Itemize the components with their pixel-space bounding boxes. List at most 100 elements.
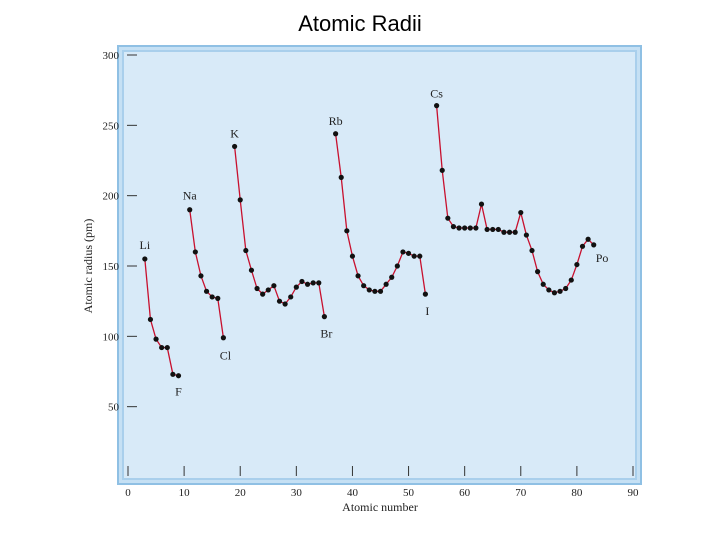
- annotation: K: [230, 126, 239, 140]
- data-point: [304, 281, 311, 287]
- x-axis-label: Atomic number: [342, 500, 418, 514]
- data-point: [366, 287, 372, 293]
- data-point: [288, 294, 294, 300]
- data-point: [563, 285, 569, 292]
- data-point: [417, 253, 423, 259]
- data-point: [585, 236, 591, 242]
- data-point: [389, 274, 395, 280]
- data-point: [495, 226, 501, 233]
- data-point: [535, 269, 541, 275]
- x-tick-label: 70: [515, 487, 527, 499]
- data-point: [237, 197, 243, 203]
- data-point: [405, 250, 412, 256]
- y-tick-label: 250: [103, 120, 120, 132]
- data-point: [209, 294, 215, 300]
- data-point: [220, 335, 226, 341]
- data-point: [456, 225, 462, 231]
- data-point: [271, 283, 277, 289]
- annotation: Br: [320, 327, 332, 341]
- data-point: [153, 336, 159, 342]
- data-point: [484, 226, 490, 233]
- data-point: [506, 229, 513, 235]
- data-point: [142, 256, 148, 262]
- data-point: [170, 371, 176, 377]
- annotation: Li: [139, 238, 150, 252]
- annotation: Cl: [220, 349, 232, 363]
- data-point: [439, 167, 445, 173]
- y-axis-label: Atomic radius (pm): [81, 219, 95, 314]
- data-point: [434, 103, 440, 109]
- data-point: [411, 253, 417, 259]
- data-point: [557, 288, 563, 294]
- data-point: [490, 226, 496, 233]
- data-point: [215, 295, 221, 301]
- x-tick-label: 30: [291, 487, 303, 499]
- y-tick-label: 100: [103, 331, 120, 343]
- data-point: [321, 314, 327, 320]
- data-point: [243, 247, 249, 254]
- data-point: [203, 288, 210, 294]
- x-tick-label: 0: [125, 487, 131, 499]
- x-tick-label: 50: [403, 487, 415, 499]
- x-tick-label: 40: [347, 487, 359, 499]
- data-point: [310, 280, 316, 286]
- data-point: [445, 215, 451, 221]
- data-point: [568, 277, 574, 283]
- data-point: [293, 284, 299, 290]
- data-point: [276, 298, 283, 304]
- data-point: [248, 267, 255, 273]
- data-point: [299, 278, 305, 285]
- data-point: [282, 301, 288, 307]
- data-point: [473, 225, 479, 231]
- x-tick-label: 10: [179, 487, 191, 499]
- data-point: [333, 131, 339, 137]
- data-point: [540, 281, 546, 287]
- data-point: [344, 228, 350, 234]
- data-point: [147, 316, 154, 323]
- x-tick-label: 90: [628, 487, 640, 499]
- data-point: [546, 287, 552, 293]
- data-point: [394, 263, 400, 269]
- data-point: [316, 280, 322, 286]
- data-point: [462, 225, 468, 231]
- data-point: [591, 242, 597, 248]
- data-point: [187, 207, 193, 213]
- annotation: Rb: [329, 114, 343, 128]
- chart-title: Atomic Radii: [298, 11, 421, 36]
- data-point: [523, 232, 529, 238]
- annotation: F: [175, 385, 182, 399]
- data-point: [232, 143, 238, 150]
- data-point: [501, 229, 507, 235]
- x-tick-label: 80: [571, 487, 583, 499]
- data-point: [192, 249, 198, 255]
- data-point: [164, 344, 170, 351]
- data-point: [254, 285, 260, 292]
- data-point: [349, 253, 356, 259]
- data-point: [355, 273, 361, 279]
- annotation: I: [425, 304, 429, 318]
- y-tick-label: 150: [103, 261, 120, 273]
- x-tick-label: 20: [235, 487, 247, 499]
- data-point: [579, 243, 586, 249]
- data-point: [175, 373, 182, 379]
- annotation: Cs: [430, 87, 443, 101]
- data-point: [361, 283, 367, 289]
- data-point: [518, 209, 524, 216]
- data-point: [265, 287, 271, 293]
- annotation: Po: [596, 251, 609, 265]
- data-point: [450, 224, 457, 230]
- data-point: [551, 290, 558, 296]
- data-point: [512, 229, 518, 235]
- annotation: Na: [183, 189, 198, 203]
- data-point: [159, 344, 165, 351]
- data-point: [260, 291, 266, 297]
- plot-area: [122, 50, 637, 480]
- data-point: [574, 261, 580, 268]
- y-tick-label: 200: [103, 191, 120, 203]
- x-tick-label: 60: [459, 487, 471, 499]
- data-point: [529, 247, 535, 254]
- data-point: [372, 288, 378, 294]
- data-point: [400, 249, 406, 255]
- data-point: [383, 281, 389, 287]
